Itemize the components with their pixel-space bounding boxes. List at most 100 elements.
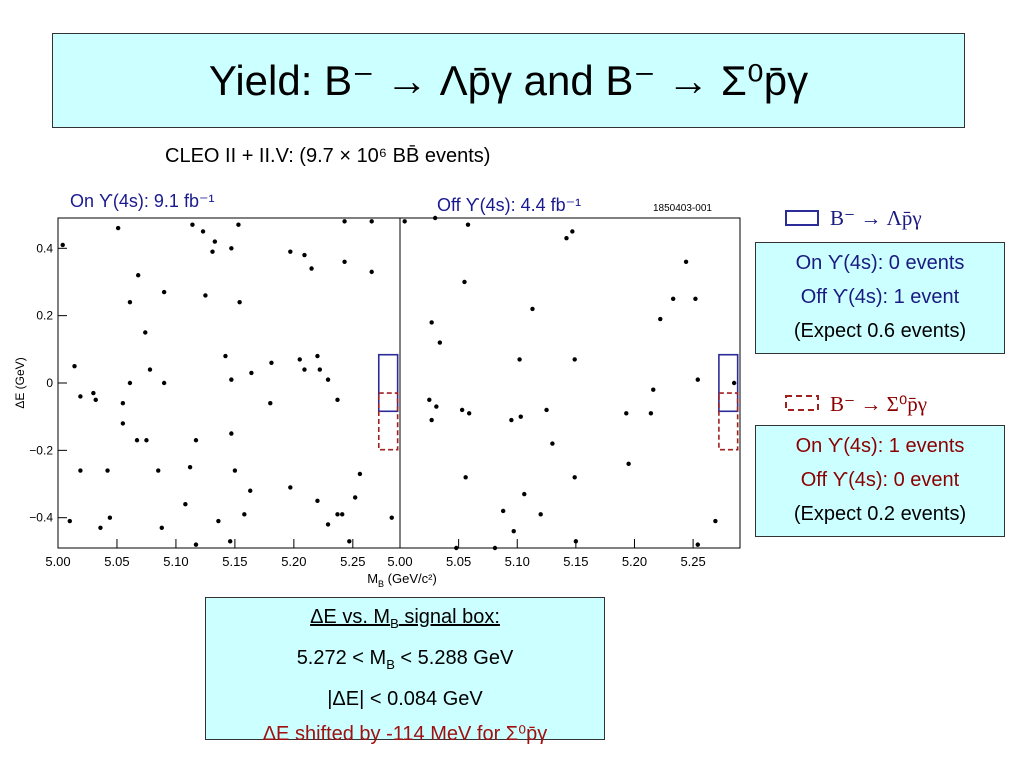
text: B	[386, 657, 395, 672]
note-line: |ΔE| < 0.084 GeV	[327, 688, 483, 710]
point	[203, 293, 208, 298]
point	[187, 464, 193, 470]
point	[67, 518, 72, 524]
point	[500, 508, 506, 514]
point	[229, 377, 234, 382]
point	[466, 411, 472, 416]
x-axis-label: MB (GeV/c²)	[367, 571, 437, 589]
point	[544, 407, 549, 413]
point	[242, 512, 247, 517]
point	[492, 545, 498, 551]
x-tick-label: 5.00	[45, 554, 70, 569]
point	[135, 273, 141, 278]
point	[624, 411, 629, 416]
point	[143, 330, 148, 335]
point	[229, 431, 234, 436]
point	[78, 394, 83, 399]
point	[161, 380, 167, 386]
point	[78, 468, 83, 473]
y-tick-label: 0	[46, 376, 53, 390]
point	[249, 370, 254, 376]
point	[369, 269, 374, 275]
point	[713, 518, 718, 524]
point	[120, 401, 126, 406]
note-heading: ΔE vs. MB signal box:	[206, 600, 604, 641]
point	[216, 518, 221, 524]
point	[93, 397, 98, 403]
text: B	[390, 616, 399, 631]
x-tick-label: 5.20	[622, 554, 647, 569]
note-line: ΔE shifted by -114 MeV for Σ⁰p̄γ	[262, 723, 548, 745]
point	[297, 357, 302, 362]
point	[212, 239, 218, 244]
point	[658, 316, 663, 322]
point	[517, 357, 522, 362]
point	[60, 242, 65, 248]
point	[509, 417, 514, 423]
point	[236, 222, 241, 227]
legend-swatch	[785, 210, 819, 226]
point	[352, 495, 358, 500]
point	[342, 259, 347, 264]
legend-swatch	[785, 395, 819, 411]
point	[315, 353, 320, 359]
annotation: 1850403-001	[653, 203, 712, 214]
point	[731, 380, 737, 386]
slide-title: Yield: B⁻ → Λp̄γ and B⁻ → Σ⁰p̄γ	[52, 33, 965, 128]
x-tick-label: 5.25	[340, 554, 365, 569]
point	[572, 357, 577, 362]
point	[342, 219, 347, 224]
signal-box-note: ΔE vs. MB signal box: 5.272 < MB < 5.288…	[205, 597, 605, 745]
legend-box: On ϒ(4s): 0 events Off ϒ(4s): 1 event (E…	[755, 242, 1005, 354]
text: signal box:	[398, 606, 500, 628]
plot-frame	[399, 217, 741, 549]
point	[183, 502, 188, 507]
point	[683, 259, 689, 264]
point	[120, 421, 126, 426]
point	[315, 498, 320, 504]
panel-title: Off ϒ(4s): 4.4 fb⁻¹	[437, 195, 581, 215]
point	[227, 539, 233, 544]
text: 5.272 < M	[296, 647, 387, 669]
point	[147, 367, 153, 372]
signal-box	[718, 392, 739, 451]
point	[695, 377, 700, 382]
point	[573, 539, 579, 544]
point	[454, 545, 459, 551]
point	[288, 485, 293, 490]
point	[325, 522, 331, 527]
point	[144, 438, 149, 443]
point	[427, 397, 432, 403]
text: < 5.288 GeV	[394, 647, 514, 669]
point	[437, 340, 443, 345]
point	[459, 407, 465, 413]
point	[518, 414, 523, 419]
point	[463, 475, 468, 480]
point	[317, 367, 323, 372]
y-tick-label: −0.4	[29, 511, 53, 525]
x-tick-label: 5.15	[563, 554, 588, 569]
point	[127, 380, 133, 386]
point	[402, 219, 407, 224]
legend-line: On ϒ(4s): 0 events	[795, 252, 965, 274]
x-tick-label: 5.10	[505, 554, 530, 569]
legend-name: B⁻ → Λp̄γ	[830, 206, 922, 230]
x-tick-label: 5.25	[680, 554, 705, 569]
signal-box	[718, 353, 739, 413]
point	[335, 512, 340, 517]
legend-box: On ϒ(4s): 1 events Off ϒ(4s): 0 event (E…	[755, 425, 1005, 537]
x-tick-label: 5.20	[281, 554, 306, 569]
y-tick-label: −0.2	[29, 443, 53, 457]
x-tick-label: 5.05	[446, 554, 471, 569]
point	[193, 542, 199, 547]
point	[190, 222, 195, 227]
point	[670, 296, 676, 302]
text: (GeV/c²)	[384, 571, 437, 586]
point	[429, 417, 434, 423]
legend-line: On ϒ(4s): 1 events	[795, 435, 965, 457]
point	[193, 438, 199, 443]
subtitle: CLEO II + II.V: (9.7 × 10⁶ BB̄ events)	[165, 145, 491, 167]
point	[200, 229, 206, 234]
point	[91, 390, 96, 396]
